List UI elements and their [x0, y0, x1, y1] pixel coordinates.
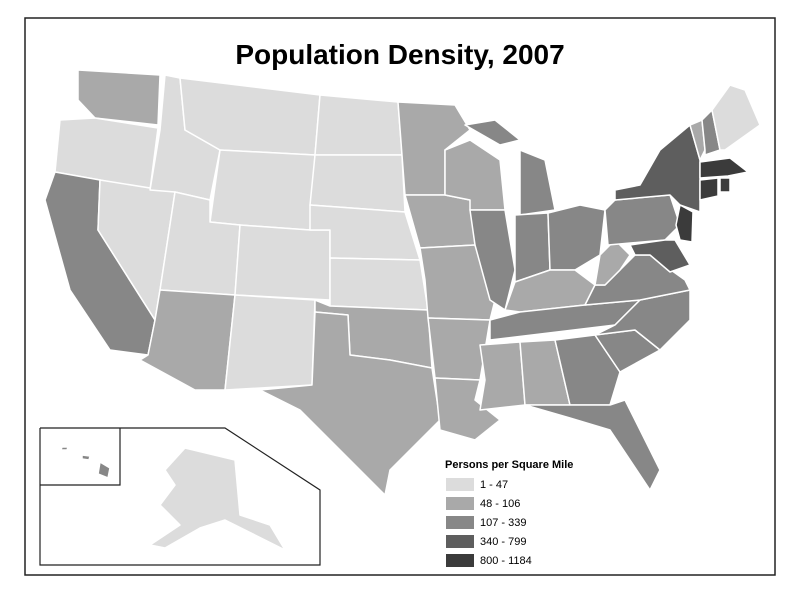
legend-swatch	[446, 478, 474, 491]
region	[701, 109, 721, 156]
legend-label: 800 - 1184	[480, 555, 532, 567]
inset-frame	[39, 427, 321, 566]
region	[329, 257, 429, 311]
legend-label: 340 - 799	[480, 536, 526, 548]
legend-swatch	[446, 516, 474, 529]
legend-swatch	[446, 554, 474, 567]
region	[554, 334, 621, 406]
region	[309, 154, 406, 213]
region	[314, 94, 403, 156]
region	[699, 157, 749, 179]
region	[234, 224, 331, 301]
region	[629, 239, 691, 273]
legend: Persons per Square Mile 1 - 47 48 - 106 10…	[445, 459, 573, 567]
hawaii-frame	[40, 428, 121, 486]
region	[209, 149, 316, 231]
region	[77, 69, 161, 126]
region	[259, 311, 441, 496]
region	[594, 239, 631, 286]
region	[97, 461, 111, 479]
region	[464, 119, 521, 146]
region	[699, 177, 719, 201]
region	[719, 177, 731, 193]
region	[711, 84, 761, 151]
region	[60, 446, 69, 451]
map-title: Population Density, 2007	[235, 39, 564, 70]
legend-swatch	[446, 497, 474, 510]
region	[675, 204, 694, 243]
legend-title: Persons per Square Mile	[445, 459, 573, 471]
region	[81, 454, 91, 461]
region	[524, 399, 661, 491]
region	[224, 294, 316, 391]
region	[434, 377, 501, 441]
region	[519, 149, 556, 216]
region	[149, 447, 286, 551]
states	[44, 69, 761, 496]
legend-label: 48 - 106	[480, 498, 520, 510]
region	[479, 341, 526, 411]
legend-label: 1 - 47	[480, 479, 508, 491]
inset	[39, 427, 321, 566]
legend-swatch	[446, 535, 474, 548]
legend-label: 107 - 339	[480, 517, 526, 529]
